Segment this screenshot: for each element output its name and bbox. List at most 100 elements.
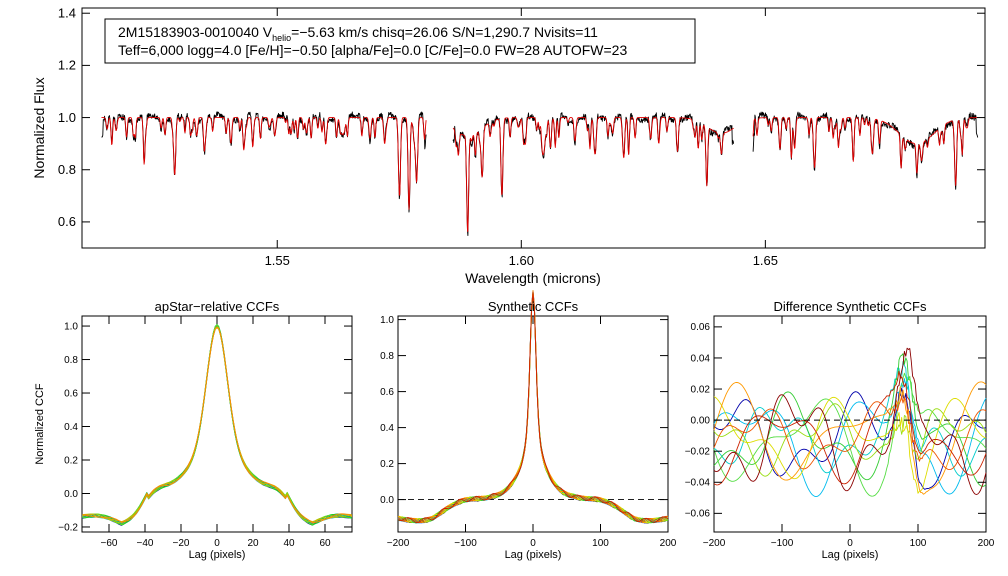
synthetic-ccf-xtick-label: 200 (660, 538, 677, 549)
spectrum-x-axis-label: Wavelength (microns) (465, 270, 601, 286)
difference-ccf-ytick-label: −0.02 (685, 447, 711, 458)
difference-ccf-series-3 (713, 361, 987, 477)
apstar-ccf-x-axis-label: Lag (pixels) (189, 549, 246, 561)
apstar-ccf-title: apStar−relative CCFs (155, 299, 280, 314)
spectrum-model-chip-3 (752, 117, 978, 186)
spectrum-ytick-label: 1.0 (58, 110, 76, 125)
synthetic-ccf-panel: −200 −100 0 100 200 0.0 0.2 0.4 0.6 0.8 1.0 Synthe… (380, 290, 677, 561)
synthetic-ccf-series-5 (397, 293, 669, 524)
difference-ccf-xtick-label: 200 (978, 538, 995, 549)
synthetic-ccf-ytick-label: 0.4 (380, 423, 394, 434)
synthetic-ccf-series-10 (397, 291, 669, 524)
difference-ccf-series-5 (713, 372, 987, 497)
info-box (104, 18, 696, 64)
spectrum-ytick-label: 0.8 (58, 162, 76, 177)
apstar-ccf-series-9 (81, 327, 353, 523)
synthetic-ccf-series-4 (397, 291, 669, 524)
apstar-ccf-xtick-label: 60 (319, 538, 331, 549)
synthetic-ccf-ytick-label: 0.6 (380, 387, 394, 398)
synthetic-ccf-curves (397, 290, 669, 524)
apstar-ccf-ytick-label: 0.6 (64, 388, 78, 399)
difference-ccf-xtick-label: 0 (847, 538, 853, 549)
spectrum-curves (101, 111, 979, 237)
apstar-ccf-series-4 (81, 326, 353, 523)
synthetic-ccf-series-1 (397, 292, 669, 524)
spectrum-xtick-label: 1.55 (265, 253, 290, 268)
difference-ccf-series-11 (713, 347, 987, 495)
apstar-ccf-xtick-label: 40 (283, 538, 295, 549)
synthetic-ccf-series-3 (397, 290, 669, 524)
difference-ccf-panel: −200 −100 0 100 200 −0.06 −0.04 −0.02 0.00 0.02 0.… (685, 299, 995, 561)
apstar-ccf-ytick-label: −0.2 (58, 522, 78, 533)
difference-ccf-xtick-label: −100 (771, 538, 794, 549)
apstar-ccf-series-6 (82, 323, 353, 526)
apstar-ccf-xtick-label: −40 (137, 538, 154, 549)
difference-ccf-ytick-label: 0.00 (691, 415, 711, 426)
apstar-ccf-ytick-label: 0.4 (64, 422, 78, 433)
synthetic-ccf-xtick-label: −200 (387, 538, 410, 549)
synthetic-ccf-xtick-label: −100 (454, 538, 477, 549)
spectrum-axis-ticks: 1.55 1.60 1.65 0.6 0.8 1.0 1.2 1.4 (58, 6, 985, 268)
helio-subscript: helio (272, 33, 291, 43)
difference-ccf-xtick-label: 100 (910, 538, 927, 549)
apstar-ccf-ytick-label: 0.2 (64, 455, 78, 466)
difference-ccf-series-4 (713, 353, 987, 487)
synthetic-ccf-series-6 (397, 294, 668, 524)
spectrum-xtick-label: 1.60 (509, 253, 534, 268)
apstar-ccf-series-8 (81, 326, 353, 524)
apstar-ccf-y-axis-label: Normalized CCF (34, 383, 46, 465)
difference-ccf-title: Difference Synthetic CCFs (774, 299, 927, 314)
difference-ccf-ytick-label: 0.04 (691, 353, 711, 364)
spectrum-ytick-label: 0.6 (58, 214, 76, 229)
apstar-ccf-axis-ticks: −60 −40 −20 0 20 40 60 −0.2 0.0 0.2 0.4 0.6 0.8 1.0 (58, 316, 352, 549)
difference-ccf-series-8 (713, 381, 987, 495)
apstar-ccf-xtick-label: −20 (173, 538, 190, 549)
synthetic-ccf-series-9 (397, 290, 669, 524)
spectrum-xtick-label: 1.65 (753, 253, 778, 268)
difference-ccf-ytick-label: 0.02 (691, 384, 711, 395)
apstar-ccf-xtick-label: 0 (214, 538, 220, 549)
spectrum-model-chip-2 (452, 117, 734, 232)
difference-ccf-ytick-label: 0.06 (691, 322, 711, 333)
difference-ccf-curves (713, 347, 987, 498)
synthetic-ccf-ytick-label: 0.2 (380, 459, 394, 470)
synthetic-ccf-series-7 (397, 292, 669, 524)
synthetic-ccf-axis-ticks: −200 −100 0 100 200 0.0 0.2 0.4 0.6 0.8 1.0 (380, 315, 677, 549)
apstar-ccf-series-5 (81, 324, 353, 525)
synthetic-ccf-xtick-label: 0 (530, 538, 536, 549)
synthetic-ccf-title: Synthetic CCFs (488, 299, 579, 314)
synthetic-ccf-x-axis-label: Lag (pixels) (505, 549, 562, 561)
difference-ccf-axis-ticks: −200 −100 0 100 200 −0.06 −0.04 −0.02 0.00 0.02 0.… (685, 316, 995, 549)
synthetic-ccf-ytick-label: 1.0 (380, 315, 394, 326)
apstar-ccf-xtick-label: −60 (101, 538, 118, 549)
apstar-ccf-series-10 (81, 326, 353, 524)
spectrum-plot-frame (81, 7, 986, 249)
apstar-ccf-series-7 (81, 324, 353, 526)
difference-ccf-ytick-label: −0.06 (685, 509, 711, 520)
difference-ccf-x-axis-label: Lag (pixels) (822, 549, 879, 561)
difference-ccf-series-2 (713, 376, 987, 498)
synthetic-ccf-series-8 (397, 290, 669, 524)
synthetic-ccf-xtick-label: 100 (592, 538, 609, 549)
apstar-ccf-xtick-label: 20 (247, 538, 259, 549)
spectrum-observed-chip-1 (101, 111, 427, 213)
spectrum-y-axis-label: Normalized Flux (31, 77, 47, 178)
apstar-ccf-frame (81, 315, 353, 533)
difference-ccf-xtick-label: −200 (703, 538, 726, 549)
apstar-ccf-series-2 (81, 325, 353, 525)
difference-ccf-series-10 (713, 370, 987, 486)
spectrum-ytick-label: 1.4 (58, 6, 76, 21)
info-line-2: Teff=6,000 logg=4.0 [Fe/H]=−0.50 [alpha/… (118, 42, 627, 58)
spectrum-ytick-label: 1.2 (58, 58, 76, 73)
synthetic-ccf-ytick-label: 0.0 (380, 495, 394, 506)
spectrum-model-chip-1 (101, 117, 427, 210)
synthetic-ccf-series-11 (397, 293, 669, 524)
synthetic-ccf-ytick-label: 0.8 (380, 351, 394, 362)
difference-ccf-ytick-label: −0.04 (685, 478, 711, 489)
apstar-ccf-ytick-label: 0.8 (64, 355, 78, 366)
apstar-ccf-ytick-label: 0.0 (64, 489, 78, 500)
apstar-ccf-panel: −60 −40 −20 0 20 40 60 −0.2 0.0 0.2 0.4 0.6 0.8 1.0 a… (34, 299, 353, 561)
apstar-ccf-curves (81, 323, 353, 526)
apstar-ccf-series-1 (81, 324, 353, 526)
